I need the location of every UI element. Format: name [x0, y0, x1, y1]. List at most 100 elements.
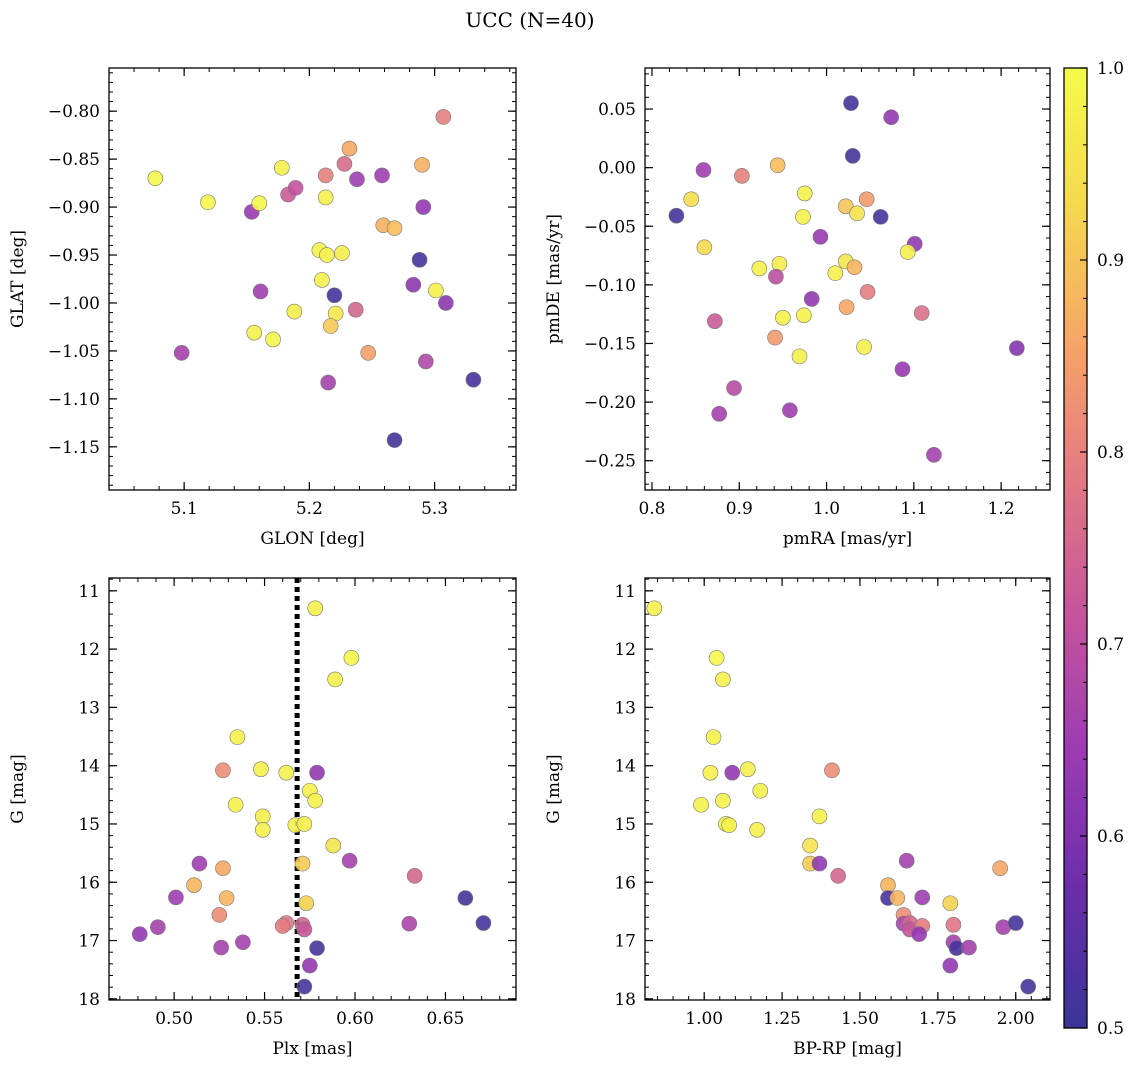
data-point [191, 855, 208, 872]
data-point [711, 406, 727, 422]
data-point [386, 220, 403, 236]
data-point [317, 167, 334, 184]
data-point [646, 600, 663, 617]
data-point [254, 822, 271, 838]
y-tick-label: 14 [78, 757, 100, 777]
data-point [386, 432, 403, 448]
data-point [150, 919, 166, 935]
data-point [320, 374, 336, 391]
data-point [307, 792, 324, 809]
data-point [724, 764, 741, 781]
data-point [1009, 340, 1025, 356]
x-tick-label: 5.2 [296, 499, 323, 519]
data-point [771, 255, 788, 272]
data-point [211, 907, 228, 923]
y-tick-label: 11 [614, 582, 636, 602]
data-point [914, 889, 931, 906]
y-tick-label: 18 [78, 990, 100, 1010]
axes-frame [108, 67, 517, 491]
data-point [341, 852, 358, 869]
data-point [360, 345, 377, 361]
data-point [726, 380, 742, 396]
data-point [767, 329, 783, 346]
data-point [147, 170, 164, 187]
y-tick-label: 16 [614, 873, 636, 893]
data-point [173, 345, 190, 361]
data-point [705, 729, 722, 745]
colorbar-tick-label: 0.6 [1097, 827, 1124, 847]
panel-pmra-pmde: 0.8 0.9 1.0 1.1 1.2 0.05 0.00 −0.05 −0.10 −0.15 −0… [544, 67, 1051, 549]
data-point [992, 860, 1008, 877]
y-tick-label: −0.85 [48, 150, 100, 170]
colorbar-tick-label: 0.8 [1097, 443, 1124, 463]
y-tick-label: −1.10 [48, 390, 100, 410]
data-point [213, 939, 229, 956]
x-axis-label: GLON [deg] [260, 529, 364, 549]
colorbar-tick-label: 0.5 [1097, 1019, 1124, 1039]
data-point [1020, 978, 1036, 995]
data-point [668, 207, 685, 224]
data-point [812, 229, 829, 245]
data-point [301, 957, 318, 974]
colorbar: 0.5 0.6 0.7 0.8 0.9 1.0 [1063, 59, 1124, 1039]
data-point [326, 287, 343, 304]
y-tick-label: 14 [614, 757, 636, 777]
data-point [475, 915, 492, 931]
colorbar-scale [1063, 67, 1088, 1029]
y-tick-label: −1.05 [48, 342, 100, 362]
data-point [768, 268, 784, 285]
data-point [749, 822, 765, 838]
data-point [796, 307, 812, 324]
data-point [296, 978, 313, 995]
data-point [322, 318, 339, 334]
data-point [347, 301, 364, 318]
data-point [803, 291, 820, 307]
y-tick-label: 13 [614, 698, 636, 718]
data-point [858, 191, 875, 208]
data-point [872, 209, 889, 225]
data-point [859, 284, 876, 300]
data-point [296, 921, 313, 938]
data-point [1007, 915, 1024, 931]
axes-frame [644, 577, 1051, 1001]
data-point [715, 792, 731, 809]
data-point [428, 282, 444, 299]
data-point [707, 313, 723, 330]
x-tick-label: 1.25 [763, 1009, 801, 1029]
data-point [251, 195, 268, 212]
data-point [200, 194, 216, 211]
axes-frame [644, 67, 1051, 491]
y-tick-label: −0.90 [48, 198, 100, 218]
x-tick-label: 1.75 [919, 1009, 957, 1029]
data-point [715, 671, 731, 688]
y-tick-label: 17 [614, 932, 636, 952]
x-tick-label: 0.65 [427, 1009, 465, 1029]
data-point [791, 348, 808, 365]
data-point [846, 259, 863, 276]
data-point [913, 305, 930, 321]
y-tick-label: −1.15 [48, 438, 100, 458]
data-point [457, 890, 474, 906]
panel-glon-glat: 5.1 5.2 5.3 −0.80 −0.85 −0.90 −0.95 −1.00 −1.05 −… [8, 67, 517, 549]
data-point [827, 265, 844, 281]
data-point [317, 189, 334, 206]
data-point [942, 957, 959, 974]
x-tick-label: 0.8 [638, 499, 665, 519]
x-tick-label: 1.50 [841, 1009, 879, 1029]
data-point [802, 837, 818, 854]
x-tick-label: 0.60 [336, 1009, 374, 1029]
data-point [435, 109, 452, 125]
y-tick-label: −0.80 [48, 102, 100, 122]
data-point [309, 764, 325, 781]
data-point [309, 940, 325, 956]
y-tick-label: 11 [78, 582, 100, 602]
data-point [349, 171, 365, 188]
data-point [856, 339, 872, 355]
data-point [307, 600, 324, 617]
data-point [751, 260, 768, 277]
data-point [215, 762, 231, 779]
data-point [218, 890, 235, 906]
y-tick-label: 16 [78, 873, 100, 893]
y-tick-label: −0.95 [48, 246, 100, 266]
data-point [401, 915, 418, 932]
